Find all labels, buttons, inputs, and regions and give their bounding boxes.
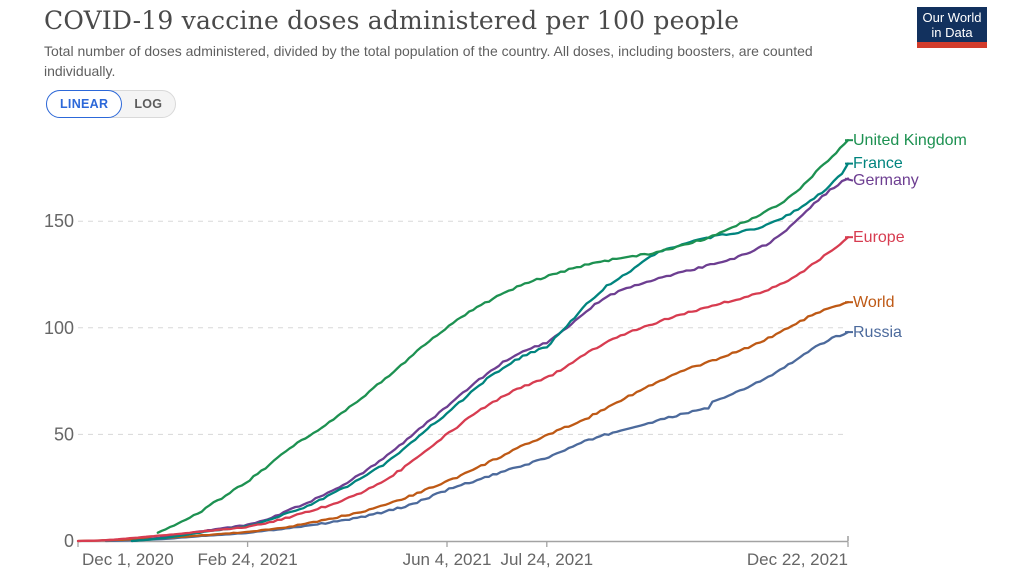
- legend-label-united-kingdom[interactable]: United Kingdom: [853, 131, 967, 149]
- legend-label-germany[interactable]: Germany: [853, 172, 919, 190]
- legend-label-world[interactable]: World: [853, 293, 895, 311]
- legend-connector-germany: [844, 177, 854, 182]
- y-tick-label: 150: [44, 211, 74, 231]
- x-tick-label: Dec 22, 2021: [747, 550, 848, 569]
- scale-toggle: LINEAR LOG: [46, 90, 177, 118]
- y-tick-label: 0: [64, 531, 74, 551]
- linear-button[interactable]: LINEAR: [46, 90, 123, 118]
- page-title: COVID-19 vaccine doses administered per …: [44, 6, 740, 35]
- line-europe[interactable]: [76, 236, 850, 543]
- y-tick-label: 50: [54, 424, 74, 444]
- log-button[interactable]: LOG: [121, 91, 175, 117]
- x-tick-label: Dec 1, 2020: [82, 550, 174, 569]
- legend-label-europe[interactable]: Europe: [853, 228, 905, 246]
- line-france[interactable]: [130, 162, 850, 543]
- line-germany[interactable]: [130, 177, 850, 543]
- line-united-kingdom[interactable]: [156, 139, 850, 534]
- legend-label-russia[interactable]: Russia: [853, 323, 902, 341]
- x-tick-label: Jul 24, 2021: [500, 550, 593, 569]
- owid-logo-line2: in Data: [931, 25, 973, 40]
- line-world[interactable]: [76, 301, 850, 543]
- x-tick-label: Jun 4, 2021: [403, 550, 492, 569]
- y-tick-label: 100: [44, 318, 74, 338]
- chart-header: COVID-19 vaccine doses administered per …: [44, 6, 904, 82]
- line-russia[interactable]: [104, 330, 850, 543]
- x-tick-label: Feb 24, 2021: [197, 550, 297, 569]
- owid-logo[interactable]: Our World in Data: [917, 7, 987, 48]
- owid-logo-line1: Our World: [922, 10, 982, 25]
- page-subtitle: Total number of doses administered, divi…: [44, 42, 813, 79]
- legend-label-france[interactable]: France: [853, 155, 903, 173]
